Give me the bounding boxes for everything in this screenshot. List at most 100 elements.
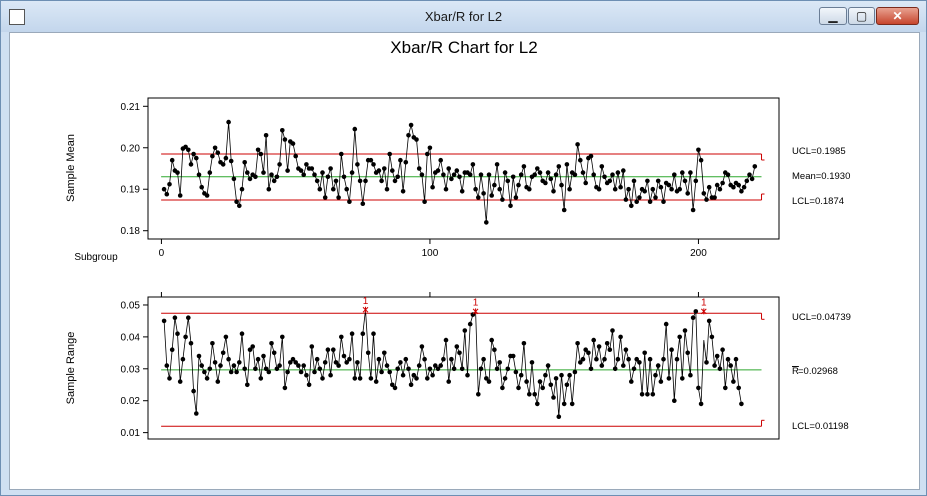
range-panel: Sample Range 0.05 0.04 0.03 0.02 0.01 1 1 1 UC… (65, 292, 851, 440)
mean-data-point (371, 162, 376, 167)
range-data-point (223, 334, 229, 340)
range-data-point (704, 360, 709, 365)
range-data-point (258, 376, 264, 381)
mean-y-tick-label: 0.19 (121, 185, 141, 196)
range-data-point (556, 414, 562, 420)
mean-data-point (285, 168, 290, 173)
mean-data-point (430, 184, 435, 190)
mean-data-point (545, 170, 551, 175)
range-data-point (419, 344, 425, 349)
range-data-point (274, 366, 280, 372)
mean-data-point (344, 186, 350, 192)
app-icon[interactable] (9, 9, 25, 25)
range-data-point (449, 356, 454, 362)
range-data-point (212, 360, 218, 365)
mean-data-point (505, 178, 511, 184)
range-data-point (325, 347, 331, 353)
mean-data-point (183, 144, 188, 150)
range-data-point (478, 366, 484, 372)
mean-data-point (255, 147, 261, 153)
mean-data-point (395, 174, 401, 180)
mean-data-point (645, 178, 650, 184)
range-data-point (202, 369, 207, 375)
mean-ucl-label: UCL=0.1985 (792, 146, 846, 157)
mean-data-point (642, 189, 647, 194)
range-data-point (347, 356, 352, 362)
out-of-control-markers: 1 1 1 (362, 296, 707, 315)
range-data-point (629, 379, 634, 384)
range-data-point (433, 363, 438, 368)
range-data-point (285, 369, 290, 375)
range-data-point (395, 366, 401, 372)
mean-data-point (575, 142, 580, 147)
range-center-bar-symbol: R (792, 366, 799, 377)
mean-data-point (537, 170, 543, 175)
mean-data-point (457, 174, 462, 180)
range-data-point (167, 376, 172, 381)
range-data-point (572, 369, 578, 375)
ooc-test-label: 1 (473, 297, 479, 308)
range-data-point (349, 331, 355, 337)
mean-data-point (325, 174, 331, 180)
range-data-point (438, 363, 444, 368)
chart-title: Xbar/R Chart for L2 (390, 38, 537, 57)
window-title: Xbar/R for L2 (424, 9, 503, 24)
range-data-point (524, 379, 529, 384)
mean-data-point (266, 186, 272, 192)
mean-data-point (637, 195, 642, 200)
mean-data-point (234, 199, 239, 204)
mean-data-point (486, 172, 492, 177)
mean-data-point (567, 186, 572, 192)
mean-data-point (481, 191, 486, 196)
close-button[interactable]: ✕ (876, 7, 919, 25)
range-data-point (661, 356, 666, 362)
range-data-point (416, 363, 422, 368)
minimize-button[interactable]: ▁ (819, 7, 847, 25)
range-data-point (441, 356, 446, 362)
mean-data-point (688, 170, 693, 175)
mean-data-point (508, 203, 513, 209)
mean-x-tick-label: 0 (159, 248, 165, 259)
title-bar[interactable]: Xbar/R for L2 ▁ ▢ ✕ (1, 1, 926, 32)
mean-data-point (196, 172, 202, 177)
range-data-point (502, 376, 508, 381)
range-data-point (277, 363, 282, 368)
range-data-point (674, 356, 680, 362)
range-data-point (172, 315, 178, 321)
mean-data-point (269, 172, 274, 177)
mean-data-point (304, 162, 309, 167)
mean-data-point (629, 203, 634, 209)
mean-data-point (164, 191, 170, 197)
mean-data-point (384, 186, 390, 192)
range-data-point (607, 347, 613, 353)
maximize-button[interactable]: ▢ (848, 7, 875, 25)
range-data-point (532, 392, 537, 397)
range-data-point (309, 344, 315, 349)
range-data-point (723, 385, 728, 391)
range-data-point (425, 376, 430, 381)
mean-data-point (349, 170, 355, 175)
range-data-point (588, 366, 594, 372)
range-data-point (712, 363, 717, 368)
mean-data-point (618, 184, 623, 190)
mean-data-point (634, 199, 639, 204)
mean-data-point (492, 182, 497, 188)
range-data-point (266, 369, 272, 375)
mean-data-point (677, 186, 682, 192)
range-data-point (717, 366, 723, 372)
mean-data-point (188, 162, 194, 167)
range-data-point (655, 363, 661, 368)
range-lcl-label: LCL=0.01198 (792, 421, 849, 432)
range-data-point (535, 401, 540, 407)
mean-data-point (419, 172, 425, 177)
mean-data-point (747, 172, 752, 177)
mean-data-point (406, 133, 411, 138)
range-data-point (186, 315, 191, 321)
range-data-point (663, 321, 669, 327)
mean-data-point (647, 199, 653, 204)
range-y-tick-label: 0.03 (121, 364, 141, 375)
mean-data-point (467, 172, 473, 177)
mean-data-point (548, 176, 554, 182)
mean-data-point (167, 182, 172, 187)
range-data-point (207, 366, 213, 372)
